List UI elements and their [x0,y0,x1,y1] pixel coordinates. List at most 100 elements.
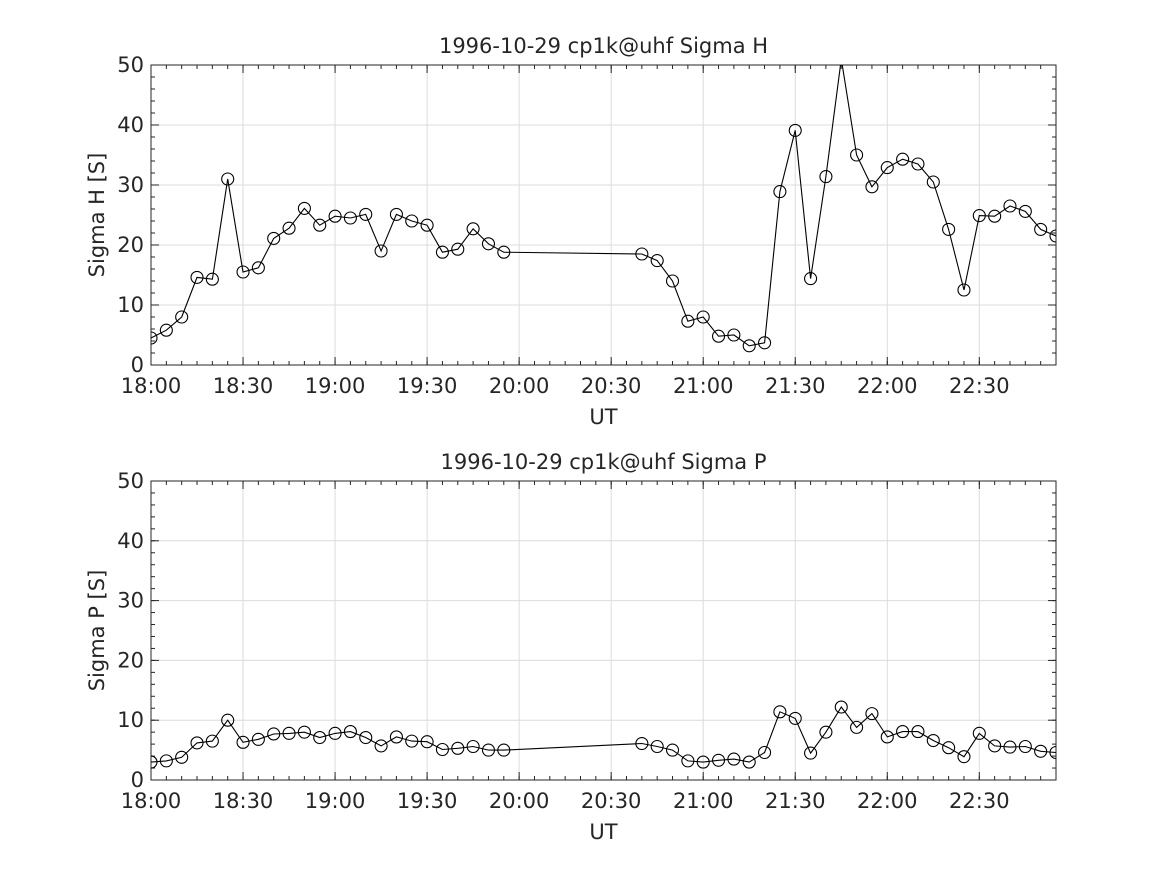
data-point [911,157,925,171]
data-point [911,725,925,739]
data-point [343,211,357,225]
data-point [865,707,879,721]
data-point [850,720,864,734]
x-tick-label: 21:30 [765,789,826,813]
data-point [942,222,956,236]
data-point [435,742,449,757]
data-point [880,730,894,744]
data-point [1049,745,1056,760]
data-point [758,745,772,760]
data-point [665,743,680,757]
data-point [804,746,818,760]
x-tick-label: 18:30 [213,374,274,398]
data-point [374,244,388,258]
data-point [957,750,971,764]
data-point [236,265,250,279]
data-point [159,754,173,768]
x-tick-label: 20:00 [489,789,550,813]
data-point [972,209,986,223]
data-point [696,310,710,324]
y-tick-label: 40 [117,113,144,137]
data-point [788,123,802,137]
data-point [359,730,373,745]
x-tick-label: 19:00 [305,789,366,813]
data-point [451,242,465,256]
data-point [957,283,971,297]
data-point [650,739,664,754]
data-point [681,314,695,328]
x-tick-label: 18:00 [121,789,182,813]
data-point [282,726,296,740]
chart-title: 1996-10-29 cp1k@uhf Sigma P [441,450,767,474]
series-line [151,706,1056,763]
data-point [635,736,649,751]
data-point [635,247,649,261]
data-point [466,222,480,236]
data-point [221,713,235,727]
data-point [804,272,818,286]
data-point [1018,204,1032,218]
data-point [1049,229,1056,243]
data-point [236,735,250,749]
x-tick-label: 22:30 [949,374,1010,398]
data-point [251,732,265,746]
plot-frame [150,64,1057,366]
data-point [880,161,894,175]
data-point [926,733,940,748]
x-axis-label: UT [589,820,617,844]
data-point [313,218,327,232]
x-axis-label: UT [589,405,617,429]
y-tick-label: 0 [131,768,144,792]
data-point [850,148,864,162]
data-point [297,201,311,215]
chart-title: 1996-10-29 cp1k@uhf Sigma H [439,34,768,58]
y-tick-label: 10 [117,293,144,317]
data-point [435,245,449,259]
data-point [175,750,189,764]
plot-area [151,65,1056,353]
y-tick-label: 20 [117,233,144,257]
data-point [788,711,802,725]
data-point [175,310,189,324]
data-point [359,207,373,221]
data-point [205,272,219,286]
chart-2: 18:00 18:30 19:00 19:30 20:00 20:30 21:00 21:30… [85,450,1057,844]
x-tick-label: 20:30 [581,789,642,813]
x-tick-label: 22:30 [949,789,1010,813]
x-tick-label: 18:30 [213,789,274,813]
data-point [497,245,511,259]
data-point [896,725,910,739]
y-tick-label: 40 [117,529,144,553]
y-axis-label: Sigma P [S] [85,570,109,692]
data-point [282,221,296,235]
x-tick-label: 22:00 [857,374,918,398]
data-point [497,743,511,757]
data-point [205,734,219,748]
data-point [466,739,480,754]
data-point [838,65,844,66]
data-point [696,755,710,769]
data-point [1003,199,1017,213]
data-point [1018,739,1032,754]
x-tick-label: 18:00 [121,374,182,398]
data-point [834,700,848,714]
data-point [742,755,756,769]
data-point [159,323,173,337]
data-point [151,331,158,345]
data-point [267,727,281,741]
x-tick-label: 22:00 [857,789,918,813]
plot-area [151,700,1056,769]
data-point [328,209,342,223]
data-point [451,741,465,755]
data-point [313,730,327,745]
data-point [420,218,434,232]
data-point [711,329,726,343]
data-point [727,752,741,766]
data-point [988,739,1002,753]
data-point [681,754,695,768]
chart-1: 18:00 18:30 19:00 19:30 20:00 20:30 21:00 21:30… [85,34,1057,429]
data-point [374,739,388,753]
data-point [773,185,787,199]
x-tick-label: 19:00 [305,374,366,398]
